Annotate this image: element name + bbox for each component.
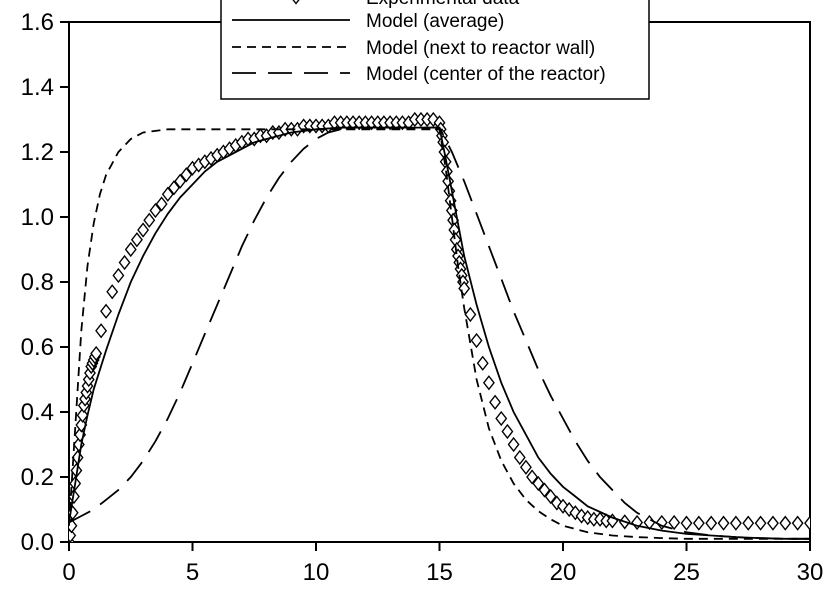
plot-area bbox=[68, 21, 811, 543]
plot-frame bbox=[68, 21, 811, 543]
data-point bbox=[717, 515, 730, 531]
data-point bbox=[655, 514, 668, 531]
data-point bbox=[76, 407, 89, 423]
data-point bbox=[168, 180, 180, 196]
legend-box bbox=[220, 0, 650, 100]
data-point bbox=[155, 196, 168, 212]
data-point bbox=[692, 515, 705, 531]
data-point bbox=[143, 212, 156, 228]
legend-entry: Model (average) bbox=[232, 11, 504, 32]
x-tick-label: 15 bbox=[426, 559, 453, 586]
data-point bbox=[482, 375, 495, 391]
data-point bbox=[779, 515, 792, 531]
legend-label: Model (center of the reactor) bbox=[366, 64, 606, 85]
y-tick-label: 0.2 bbox=[21, 464, 54, 491]
x-tick-label: 5 bbox=[186, 559, 199, 586]
data-point bbox=[544, 488, 557, 505]
data-point bbox=[804, 515, 810, 531]
y-tick-label: 0.8 bbox=[21, 269, 54, 296]
legend-entry: Model (center of the reactor) bbox=[232, 64, 606, 85]
x-tick-label: 30 bbox=[797, 559, 824, 586]
data-point bbox=[705, 515, 718, 531]
data-point bbox=[569, 505, 582, 521]
legend-marker bbox=[292, 0, 300, 5]
y-tick-label: 0.4 bbox=[21, 399, 54, 426]
data-point bbox=[476, 355, 489, 371]
data-point bbox=[538, 482, 551, 498]
data-point bbox=[729, 515, 742, 531]
data-point bbox=[174, 173, 187, 189]
data-point bbox=[754, 515, 767, 531]
data-point bbox=[513, 449, 526, 466]
data-point bbox=[532, 475, 545, 492]
data-point bbox=[680, 515, 693, 531]
y-tick-label: 1.0 bbox=[21, 204, 54, 231]
data-point bbox=[161, 186, 174, 202]
legend-label: Experimental data bbox=[366, 0, 520, 9]
y-tick-label: 1.4 bbox=[21, 74, 54, 101]
data-point bbox=[495, 410, 508, 427]
data-point bbox=[112, 267, 125, 284]
x-tick-label: 25 bbox=[673, 559, 700, 586]
data-point bbox=[137, 222, 150, 238]
legend-entry: Experimental data bbox=[292, 0, 520, 9]
x-tick-label: 10 bbox=[303, 559, 330, 586]
x-tick-label: 20 bbox=[550, 559, 577, 586]
legend-entry: Model (next to reactor wall) bbox=[232, 38, 595, 59]
data-point bbox=[130, 232, 143, 248]
y-tick-label: 1.2 bbox=[21, 139, 54, 166]
y-tick-label: 0.6 bbox=[21, 334, 54, 361]
series-line-long-dash bbox=[69, 126, 810, 540]
series-layer bbox=[69, 111, 810, 542]
data-point bbox=[791, 515, 804, 531]
legend-label: Model (next to reactor wall) bbox=[366, 38, 595, 59]
data-point bbox=[470, 332, 483, 349]
y-tick-label: 1.6 bbox=[21, 9, 54, 36]
data-point bbox=[69, 527, 77, 542]
series-line-short-dash bbox=[69, 128, 810, 540]
data-point bbox=[766, 515, 779, 531]
data-point bbox=[75, 417, 88, 433]
data-point bbox=[742, 515, 755, 531]
data-point bbox=[519, 459, 532, 475]
axes-layer: 0 5 10 15 20 25 30 0.0 0.2 0.4 0.6 0.8 1.0 1.2 1.4 1.6 bbox=[21, 9, 824, 586]
data-point bbox=[489, 394, 502, 410]
data-point bbox=[90, 345, 103, 362]
y-tick-label: 0.0 bbox=[21, 529, 54, 556]
data-point bbox=[501, 423, 514, 440]
data-point bbox=[95, 323, 108, 339]
data-point bbox=[180, 167, 193, 183]
data-point bbox=[563, 501, 576, 518]
data-point bbox=[526, 469, 539, 485]
data-point bbox=[507, 436, 520, 453]
data-point bbox=[124, 241, 137, 258]
legend-label: Model (average) bbox=[366, 11, 504, 32]
data-point bbox=[106, 284, 119, 300]
legend: Experimental data Model (average) Model (n… bbox=[220, 0, 650, 100]
data-point bbox=[118, 254, 131, 271]
data-point bbox=[464, 306, 477, 323]
data-point bbox=[668, 514, 681, 531]
data-point bbox=[100, 303, 113, 319]
x-tick-label: 0 bbox=[62, 559, 75, 586]
data-point bbox=[149, 202, 162, 219]
